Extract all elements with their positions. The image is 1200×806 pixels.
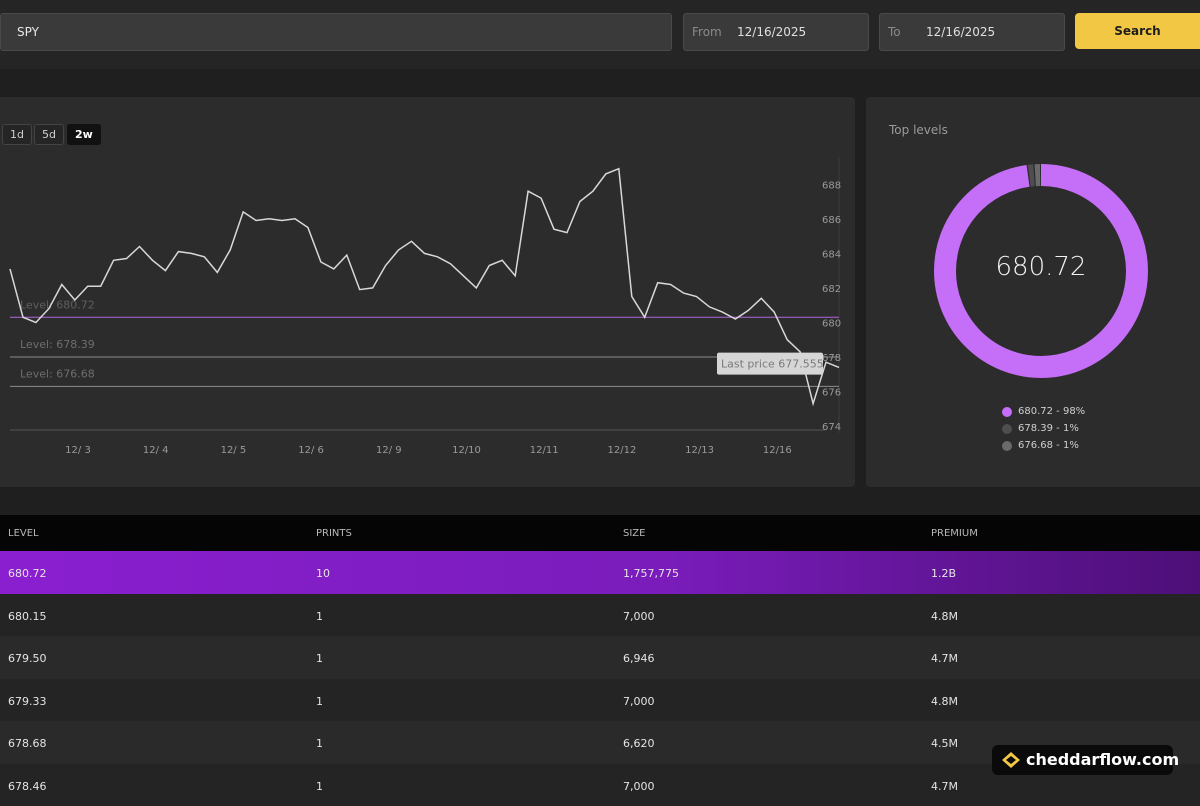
- cell-prints: 1: [316, 695, 323, 708]
- cell-level: 679.50: [8, 652, 47, 665]
- x-tick-label: 12/ 6: [298, 445, 324, 456]
- header-premium[interactable]: PREMIUM: [931, 528, 978, 539]
- y-tick-label: 674: [822, 422, 841, 433]
- header-prints[interactable]: PRINTS: [316, 528, 352, 539]
- cell-size: 6,946: [623, 652, 655, 665]
- table-row[interactable]: 679.50 1 6,946 4.7M: [0, 636, 1200, 679]
- cell-level: 678.46: [8, 780, 47, 793]
- legend-dot-icon: [1002, 424, 1012, 434]
- table-row[interactable]: 680.15 1 7,000 4.8M: [0, 594, 1200, 637]
- y-tick-label: 682: [822, 284, 841, 295]
- price-series-line: [10, 169, 839, 404]
- cell-prints: 1: [316, 652, 323, 665]
- cell-prints: 1: [316, 780, 323, 793]
- cell-premium: 4.5M: [931, 737, 958, 750]
- cell-prints: 1: [316, 737, 323, 750]
- x-tick-label: 12/ 5: [221, 445, 247, 456]
- brand-badge: cheddarflow.com: [992, 745, 1173, 775]
- to-date-field[interactable]: To 12/16/2025: [879, 13, 1065, 51]
- table-header: LEVEL PRINTS SIZE PREMIUM: [0, 515, 1200, 551]
- x-tick-label: 12/10: [452, 445, 481, 456]
- donut-center-value: 680.72: [930, 252, 1152, 282]
- cell-size: 7,000: [623, 695, 655, 708]
- cell-level: 680.72: [8, 567, 47, 580]
- cell-premium: 4.8M: [931, 610, 958, 623]
- last-price-label: Last price 677.555: [721, 358, 824, 371]
- cheddar-logo-icon: [1002, 752, 1020, 768]
- x-tick-label: 12/16: [763, 445, 792, 456]
- from-date-field[interactable]: From 12/16/2025: [683, 13, 869, 51]
- cell-premium: 4.7M: [931, 652, 958, 665]
- to-date-value: 12/16/2025: [926, 14, 995, 50]
- legend-dot-icon: [1002, 441, 1012, 451]
- y-tick-label: 680: [822, 318, 841, 329]
- legend-label: 676.68 - 1%: [1018, 440, 1079, 451]
- y-tick-label: 676: [822, 388, 841, 399]
- legend-item: 676.68 - 1%: [1002, 437, 1085, 454]
- table-row[interactable]: 679.33 1 7,000 4.8M: [0, 679, 1200, 722]
- legend-item: 678.39 - 1%: [1002, 420, 1085, 437]
- level-label: Level: 680.72: [20, 298, 95, 311]
- x-tick-label: 12/11: [530, 445, 559, 456]
- cell-level: 678.68: [8, 737, 47, 750]
- legend-dot-icon: [1002, 407, 1012, 417]
- cell-level: 680.15: [8, 610, 47, 623]
- y-tick-label: 678: [822, 353, 841, 364]
- x-tick-label: 12/ 3: [65, 445, 91, 456]
- legend-item: 680.72 - 98%: [1002, 403, 1085, 420]
- from-label: From: [692, 14, 722, 50]
- brand-text: cheddarflow.com: [1026, 750, 1179, 769]
- y-tick-label: 686: [822, 215, 841, 226]
- from-date-value: 12/16/2025: [737, 14, 806, 50]
- cell-size: 7,000: [623, 780, 655, 793]
- x-tick-label: 12/13: [685, 445, 714, 456]
- y-tick-label: 688: [822, 180, 841, 191]
- level-label: Level: 678.39: [20, 338, 95, 351]
- cell-size: 1,757,775: [623, 567, 679, 580]
- legend-label: 680.72 - 98%: [1018, 406, 1085, 417]
- top-levels-title: Top levels: [889, 123, 948, 137]
- cell-prints: 1: [316, 610, 323, 623]
- table-row[interactable]: 680.72 10 1,757,775 1.2B: [0, 551, 1200, 594]
- search-button[interactable]: Search: [1075, 13, 1200, 49]
- level-label: Level: 676.68: [20, 367, 95, 380]
- x-tick-label: 12/ 4: [143, 445, 169, 456]
- cell-level: 679.33: [8, 695, 47, 708]
- cell-premium: 4.7M: [931, 780, 958, 793]
- cell-prints: 10: [316, 567, 330, 580]
- to-label: To: [888, 14, 901, 50]
- x-tick-label: 12/12: [607, 445, 636, 456]
- cell-premium: 4.8M: [931, 695, 958, 708]
- legend-label: 678.39 - 1%: [1018, 423, 1079, 434]
- y-tick-label: 684: [822, 249, 841, 260]
- x-tick-label: 12/ 9: [376, 445, 402, 456]
- cell-premium: 1.2B: [931, 567, 956, 580]
- cell-size: 7,000: [623, 610, 655, 623]
- header-size[interactable]: SIZE: [623, 528, 645, 539]
- header-level[interactable]: LEVEL: [8, 528, 39, 539]
- donut-legend: 680.72 - 98% 678.39 - 1% 676.68 - 1%: [1002, 403, 1085, 454]
- ticker-search-input[interactable]: SPY: [0, 13, 672, 51]
- cell-size: 6,620: [623, 737, 655, 750]
